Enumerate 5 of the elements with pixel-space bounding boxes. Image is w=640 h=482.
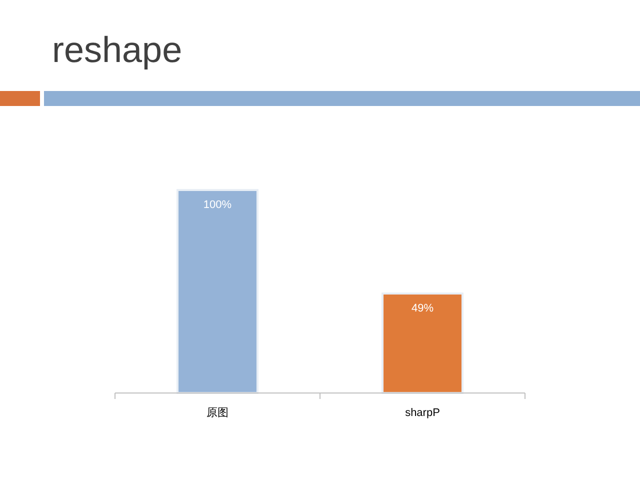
x-tick-label: 原图 [206,407,228,419]
chart-title: reshape [52,29,182,70]
data-label: 49% [411,302,434,315]
data-label: 100% [203,199,232,211]
x-tick-label: sharpP [405,407,440,419]
